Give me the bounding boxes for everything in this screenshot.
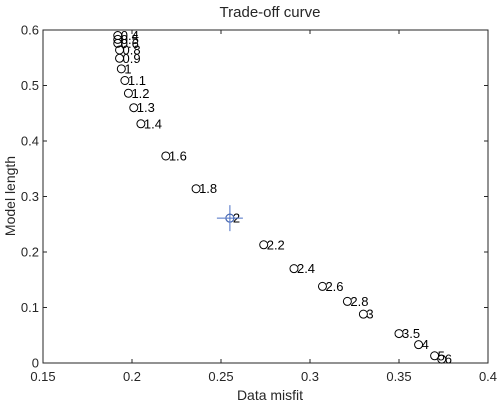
data-point	[430, 351, 440, 361]
data-point	[116, 64, 126, 74]
y-tick-label: 0.5	[21, 78, 39, 93]
data-point	[123, 88, 133, 98]
point-label: 2.2	[267, 237, 285, 252]
data-point	[259, 240, 269, 250]
data-point	[191, 184, 201, 194]
point-label: 0.6	[121, 36, 139, 51]
data-point	[289, 264, 299, 274]
highlight-layer	[216, 205, 243, 232]
chart-title: Trade-off curve	[220, 4, 321, 21]
point-label: 2.6	[325, 279, 343, 294]
data-point	[414, 340, 424, 350]
point-label: 1.1	[128, 73, 146, 88]
point-label: 2.4	[297, 261, 315, 276]
point-label: 3.5	[402, 326, 420, 341]
data-point	[394, 329, 404, 339]
point-label: 6	[445, 352, 452, 367]
data-point	[115, 53, 125, 63]
plot-frame	[42, 29, 489, 364]
point-label: 1.2	[131, 86, 149, 101]
point-label: 5	[438, 348, 445, 363]
data-point	[317, 281, 327, 291]
y-tick-label: 0.1	[21, 300, 39, 315]
data-point	[358, 309, 368, 319]
data-point	[113, 34, 123, 44]
point-label: 0.9	[123, 51, 141, 66]
x-tick-label: 0.15	[30, 369, 55, 384]
data-point	[136, 119, 146, 129]
data-point	[437, 354, 447, 364]
point-label: 2.8	[350, 294, 368, 309]
data-point	[120, 76, 130, 86]
y-tick-label: 0.6	[21, 23, 39, 38]
data-point	[342, 296, 352, 306]
point-label: 0.5	[121, 32, 139, 47]
y-tick-label: 0.3	[21, 189, 39, 204]
point-label: 1.4	[144, 116, 162, 131]
point-label: 1.3	[137, 100, 155, 115]
point-label: 1.8	[199, 181, 217, 196]
data-point	[129, 103, 139, 113]
point-label: 3	[366, 307, 373, 322]
y-tick-label: 0.2	[21, 245, 39, 260]
point-label: 4	[422, 337, 429, 352]
point-label: 1	[124, 61, 131, 76]
y-axis-label: Model length	[2, 156, 18, 236]
x-tick-label: 0.2	[123, 369, 141, 384]
x-tick-label: 0.4	[479, 369, 497, 384]
data-point	[113, 38, 123, 48]
axis-ticks: 0.15 0.2 0.25 0.3 0.35 0.400.10.20.30.40.50.6	[21, 23, 497, 385]
x-tick-label: 0.25	[208, 369, 233, 384]
x-tick-label: 0.35	[386, 369, 411, 384]
x-tick-label: 0.3	[301, 369, 319, 384]
y-tick-label: 0	[32, 356, 39, 371]
x-axis-label: Data misfit	[237, 387, 303, 403]
data-markers: 0.40.50.60.80.911.11.21.31.41.61.822.22.…	[113, 28, 452, 367]
point-label: 0.4	[121, 28, 139, 43]
point-label: 1.6	[169, 148, 187, 163]
y-tick-label: 0.4	[21, 134, 39, 149]
highlight-marker	[225, 213, 235, 223]
point-label: 0.8	[123, 42, 141, 57]
data-point	[161, 151, 171, 161]
